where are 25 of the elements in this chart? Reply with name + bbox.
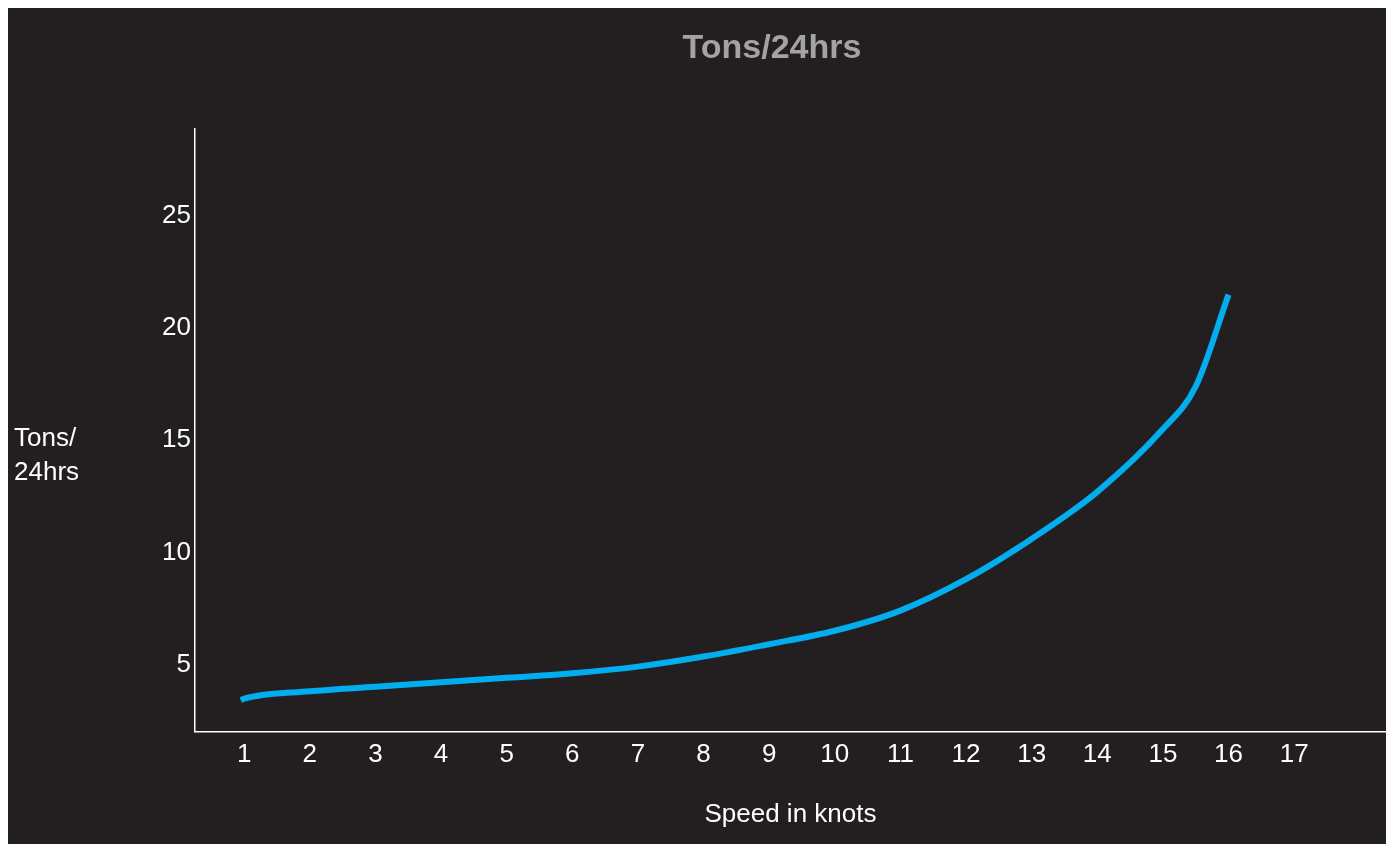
x-tick-label: 11: [886, 738, 914, 769]
x-tick-label: 12: [951, 738, 981, 769]
chart-title: Tons/24hrs: [682, 26, 862, 65]
x-tick-label: 16: [1214, 738, 1243, 769]
x-tick-label: 2: [302, 738, 317, 769]
x-tick-label: 4: [433, 738, 449, 769]
x-tick-label: 8: [696, 738, 711, 769]
x-tick-label: 3: [368, 738, 383, 769]
y-tick-label: 15: [162, 423, 191, 454]
y-tick-label: 5: [176, 647, 191, 678]
y-tick-label: 25: [162, 199, 191, 230]
x-tick-label: 14: [1082, 738, 1112, 769]
x-tick-label: 13: [1017, 738, 1047, 769]
x-tick-label: 17: [1279, 738, 1309, 769]
x-axis-title: Speed in knots: [704, 797, 877, 828]
x-tick-label: 5: [499, 738, 514, 769]
y-axis-title: Tons/ 24hrs: [14, 421, 80, 488]
x-tick-label: 7: [630, 738, 646, 769]
x-tick-label: 1: [236, 738, 252, 769]
y-tick-label: 10: [162, 535, 191, 566]
x-tick-label: 10: [820, 738, 850, 769]
x-tick-label: 15: [1148, 738, 1178, 769]
x-tick-label: 9: [761, 738, 777, 769]
x-tick-label: 6: [565, 738, 580, 769]
y-tick-label: 20: [162, 311, 191, 342]
